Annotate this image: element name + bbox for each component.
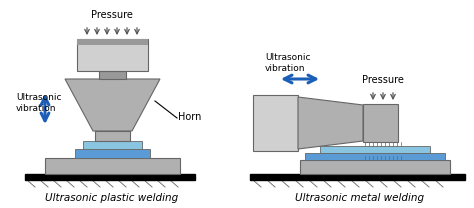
Bar bbox=[363, 104, 398, 142]
Polygon shape bbox=[65, 79, 160, 131]
Bar bbox=[320, 146, 430, 153]
Bar bbox=[77, 39, 148, 45]
Bar bbox=[95, 131, 130, 141]
Polygon shape bbox=[298, 97, 363, 149]
Bar bbox=[45, 158, 180, 174]
Bar bbox=[83, 141, 142, 149]
Bar bbox=[75, 149, 150, 158]
Text: Pressure: Pressure bbox=[91, 10, 133, 20]
Text: Pressure: Pressure bbox=[362, 75, 404, 85]
Bar bbox=[250, 174, 465, 180]
Text: Ultrasonic metal welding: Ultrasonic metal welding bbox=[295, 193, 425, 203]
Text: Ultrasonic
vibration: Ultrasonic vibration bbox=[16, 93, 62, 113]
Text: Ultrasonic
vibration: Ultrasonic vibration bbox=[265, 53, 310, 73]
Text: Horn: Horn bbox=[178, 112, 201, 122]
Bar bbox=[305, 153, 445, 160]
Bar bbox=[25, 174, 195, 180]
Bar bbox=[253, 95, 298, 151]
Bar bbox=[77, 39, 148, 71]
Bar bbox=[99, 71, 126, 79]
Text: Ultrasonic plastic welding: Ultrasonic plastic welding bbox=[46, 193, 179, 203]
Bar bbox=[300, 160, 450, 174]
